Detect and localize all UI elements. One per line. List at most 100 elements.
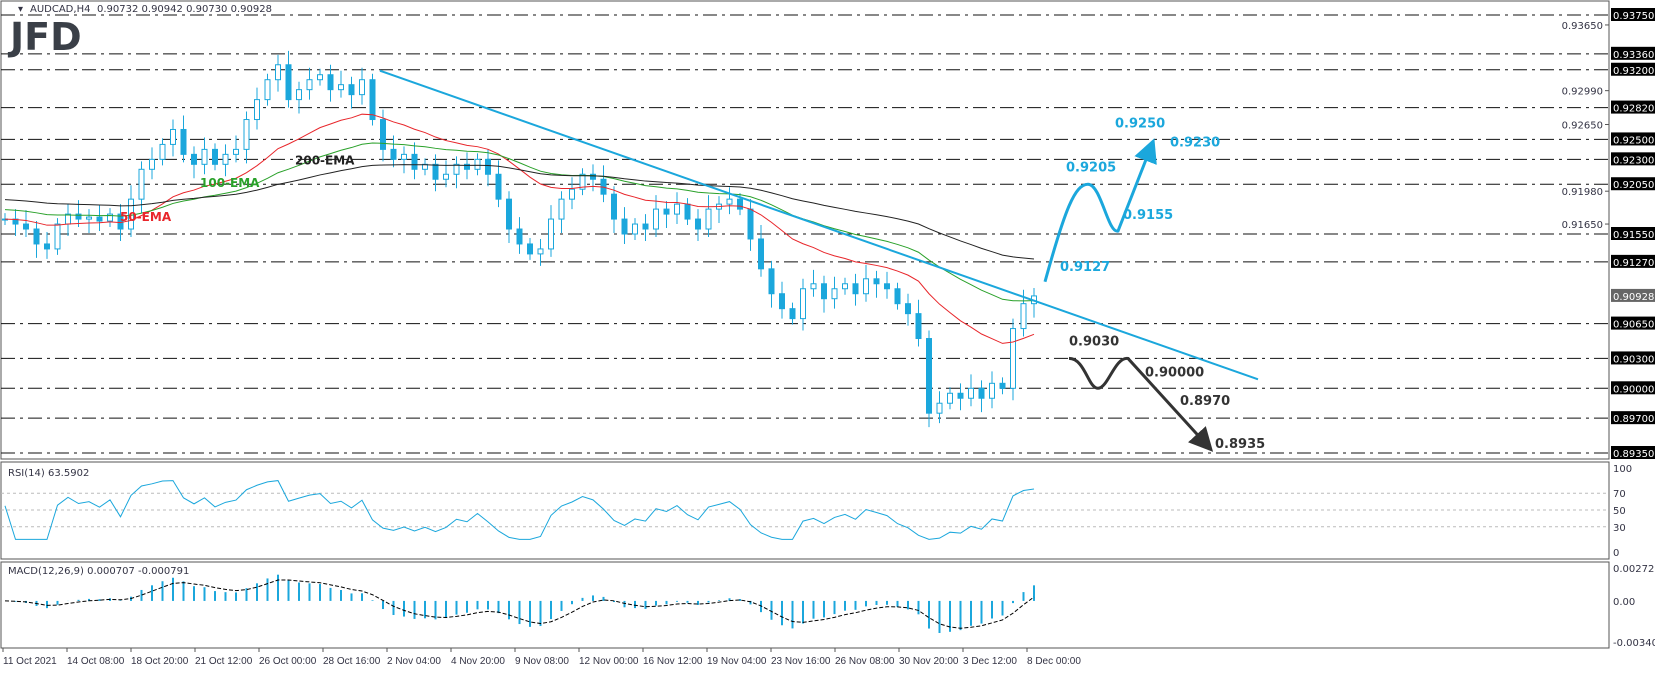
candle-body: [348, 84, 355, 96]
bullish-level-label: 0.9127: [1060, 260, 1110, 275]
x-tick-label: 9 Nov 08:00: [515, 656, 569, 667]
bearish-level-label: 0.90000: [1145, 365, 1204, 380]
candle-body: [737, 198, 743, 210]
candle-body: [821, 283, 827, 300]
current-price-box: [1611, 288, 1655, 302]
price-label-box: [1611, 254, 1655, 268]
price-axis-tick: 0.92650: [1562, 121, 1603, 132]
macd-axis-tick: -0.003403: [1613, 638, 1655, 649]
candle-body: [44, 243, 50, 250]
rsi-axis-tick: 30: [1613, 523, 1626, 534]
candle-body: [674, 203, 680, 215]
rsi-axis-tick: 50: [1613, 506, 1626, 517]
candle-body: [989, 382, 995, 399]
price-label-box: [1611, 227, 1655, 240]
candle-body: [149, 158, 155, 170]
x-tick-label: 4 Nov 20:00: [451, 656, 505, 667]
x-tick-label: 2 Nov 04:00: [387, 656, 441, 667]
candle-body: [411, 153, 418, 170]
candle-body: [275, 64, 281, 81]
x-tick-label: 11 Oct 2021: [3, 656, 57, 667]
price-label: 0.92050: [1613, 180, 1654, 191]
price-label: 0.89350: [1613, 449, 1654, 460]
x-tick-label: 16 Nov 12:00: [643, 656, 703, 667]
symbol-dropdown-icon[interactable]: ▾: [18, 4, 23, 15]
candle-body: [579, 173, 586, 190]
price-axis-tick: 0.91650: [1562, 220, 1603, 231]
candle-body: [96, 216, 103, 222]
rsi-axis-tick: 70: [1613, 489, 1626, 500]
bearish-level-label: 0.9030: [1069, 334, 1119, 349]
candle-body: [537, 248, 544, 255]
price-axis-tick: 0.91980: [1562, 187, 1603, 198]
candle-body: [621, 218, 628, 235]
candle-body: [432, 163, 439, 180]
candle-body: [695, 218, 701, 230]
candle-body: [863, 278, 869, 295]
symbol-label: AUDCAD,H4: [30, 4, 90, 15]
candle-body: [831, 288, 838, 300]
ema50-label: 50-EMA: [120, 210, 172, 224]
candle-body: [54, 223, 61, 250]
downtrend-line: [379, 69, 1259, 381]
candle-body: [23, 223, 29, 230]
price-label: 0.93750: [1613, 11, 1654, 22]
candle-body: [317, 74, 323, 81]
price-label: 0.90000: [1613, 384, 1654, 395]
candle-body: [705, 208, 712, 230]
x-tick-label: 26 Oct 00:00: [259, 656, 317, 667]
candle-body: [926, 338, 932, 414]
candle-body: [663, 208, 670, 215]
candle-body: [569, 188, 575, 200]
price-label-box: [1611, 8, 1655, 21]
x-tick-label: 26 Nov 08:00: [835, 656, 895, 667]
candle-body: [1020, 303, 1027, 330]
price-label: 0.92820: [1613, 104, 1654, 115]
candle-body: [159, 143, 166, 160]
price-label-box: [1611, 100, 1655, 114]
candle-body: [842, 283, 848, 290]
macd-frame: [0, 561, 1610, 649]
candle-body: [1010, 328, 1016, 389]
candle-body: [443, 173, 449, 180]
ema100-line: [4, 142, 1035, 302]
x-tick-label: 19 Nov 04:00: [707, 656, 767, 667]
price-label-box: [1611, 446, 1655, 459]
x-tick-label: 8 Dec 00:00: [1027, 656, 1081, 667]
candle-body: [170, 128, 176, 145]
x-axis: 11 Oct 2021 14 Oct 08:00 18 Oct 20:00 21 Oc…: [1, 647, 1609, 667]
candle-body: [779, 293, 785, 310]
candle-body: [86, 216, 92, 220]
macd-axis-tick: 0.00: [1613, 597, 1635, 608]
price-label-box: [1611, 177, 1655, 191]
price-label: 0.92300: [1613, 155, 1654, 166]
price-label: 0.93360: [1613, 50, 1654, 61]
candle-body: [968, 387, 974, 399]
candle-body: [401, 153, 407, 160]
candle-body: [915, 313, 922, 340]
candle-body: [632, 223, 638, 235]
candle-body: [747, 208, 754, 240]
candle-body: [947, 392, 953, 404]
candle-body: [590, 173, 596, 180]
price-label: 0.90300: [1613, 354, 1654, 365]
candle-body: [338, 84, 344, 91]
ema50-line: [4, 113, 1035, 344]
rsi-line: [4, 480, 1035, 540]
candle-body: [789, 308, 796, 320]
x-tick-label: 30 Nov 20:00: [899, 656, 959, 667]
price-label-box: [1611, 411, 1655, 425]
ema200-line: [4, 164, 1035, 260]
candle-body: [558, 198, 565, 220]
candle-body: [191, 153, 197, 165]
candle-body: [138, 168, 145, 200]
bullish-level-label: 0.9230: [1170, 135, 1220, 150]
candle-body: [369, 79, 376, 121]
bullish-level-label: 0.9250: [1115, 116, 1165, 131]
candle-body: [222, 153, 229, 165]
candle-body: [684, 203, 691, 220]
candle-body: [107, 213, 113, 222]
candle-body: [296, 89, 302, 101]
candle-body: [390, 148, 397, 160]
